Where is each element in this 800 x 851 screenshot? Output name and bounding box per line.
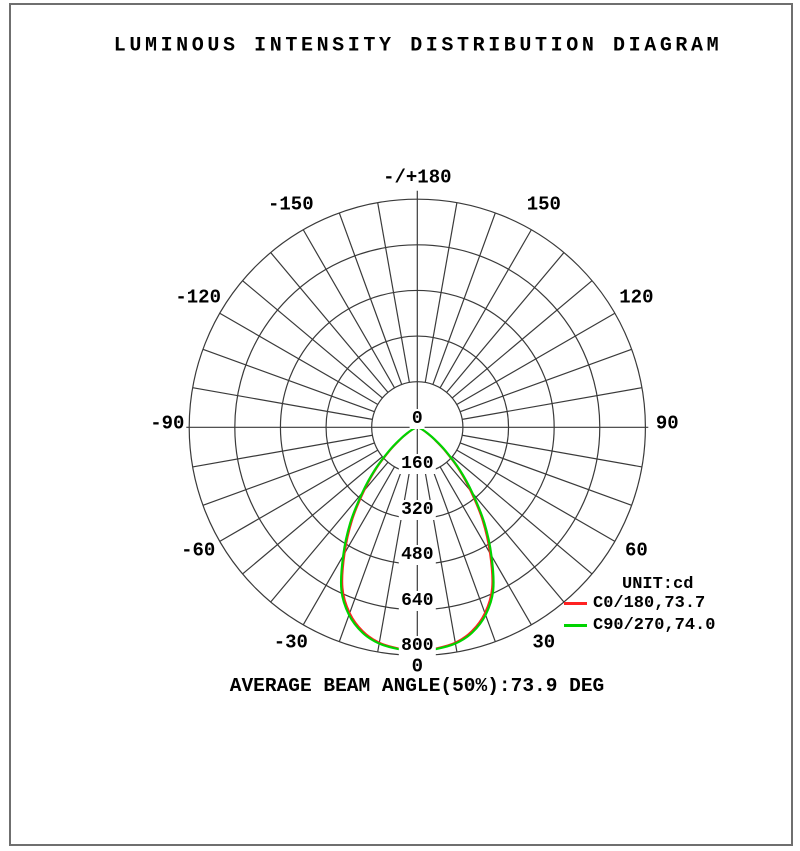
spoke-line [377, 472, 410, 653]
spoke-line [446, 461, 565, 603]
spoke-line [462, 387, 643, 420]
spoke-line [377, 202, 410, 383]
legend-swatch [564, 601, 587, 605]
spoke-line [432, 212, 496, 385]
spoke-line [462, 434, 643, 468]
legend-entry: C90/270,74.0 [564, 614, 715, 636]
spoke-line [446, 252, 565, 393]
spoke-line [219, 449, 379, 542]
spoke-line [459, 348, 632, 413]
legend-entry: C0/180,73.7 [564, 592, 715, 614]
spoke-line [270, 461, 389, 603]
spoke-line [424, 202, 458, 383]
spoke-line [242, 280, 383, 399]
spoke-line [451, 280, 593, 399]
spoke-line [242, 456, 383, 575]
legend-label: C90/270,74.0 [593, 615, 716, 635]
page-border [9, 3, 793, 846]
legend-label: C0/180,73.7 [593, 593, 706, 613]
spoke-line [192, 434, 373, 468]
spoke-line [302, 229, 396, 389]
legend-swatch [564, 623, 587, 627]
spoke-line [302, 466, 396, 626]
spoke-line [219, 312, 379, 406]
spoke-line [424, 472, 458, 653]
spoke-line [270, 252, 389, 393]
spoke-line [202, 348, 375, 413]
legend-entries: C0/180,73.7 C90/270,74.0 [564, 592, 715, 636]
page-title: LUMINOUS INTENSITY DISTRIBUTION DIAGRAM [113, 34, 723, 58]
spoke-line [459, 442, 632, 506]
spoke-line [456, 312, 616, 406]
legend-unit-label: UNIT:cd [622, 575, 694, 594]
spoke-line [439, 229, 532, 389]
spoke-line [451, 456, 593, 575]
spoke-line [456, 449, 616, 542]
spoke-line [202, 442, 375, 506]
spoke-line [439, 466, 532, 626]
beam-angle-annotation: AVERAGE BEAM ANGLE(50%):73.9 DEG [229, 675, 605, 697]
spoke-line [192, 387, 373, 420]
spoke-line [338, 212, 403, 385]
